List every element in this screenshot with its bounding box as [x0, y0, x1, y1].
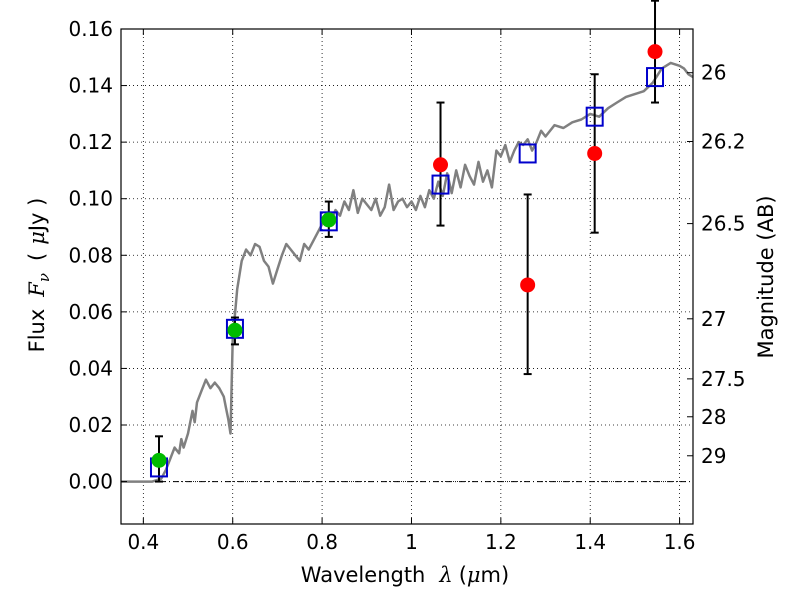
model-flux-box [646, 67, 665, 88]
model-flux-box [518, 143, 537, 164]
axis-ticks: 0.4 0.6 0.8 1 1.2 1.4 1.6 0.00 0.02 0.04 0.06 0.08 0… [68, 17, 745, 554]
model-flux-box [585, 106, 604, 127]
y2-axis-label: Magnitude (AB) [754, 195, 778, 358]
x-tick-label: 1.2 [485, 530, 517, 554]
y-tick-label: 0.00 [68, 470, 113, 494]
x-tick-label: 0.8 [306, 530, 338, 554]
y-tick-label: 0.02 [68, 413, 113, 437]
y-tick-label: 0.12 [68, 130, 113, 154]
observed-flux-markers [151, 44, 663, 468]
upper-limit-point [647, 44, 663, 60]
plot-frame [120, 28, 694, 525]
y2-tick-label: 29 [701, 444, 726, 468]
x-tick-label: 1 [405, 530, 418, 554]
detection-point [227, 322, 243, 338]
detection-point [151, 452, 167, 468]
upper-limit-point [520, 277, 536, 293]
upper-limit-point [433, 157, 449, 173]
x-tick-label: 1.6 [664, 530, 696, 554]
grid-lines [121, 28, 693, 524]
model-flux-box [319, 211, 338, 232]
y-tick-label: 0.16 [68, 17, 113, 41]
y2-tick-label: 27 [701, 307, 726, 331]
model-sed-line [121, 61, 694, 483]
x-tick-label: 0.4 [127, 530, 159, 554]
y-axis-label: FluxFν(μJy ) [25, 198, 53, 353]
y2-tick-label: 26 [701, 61, 726, 85]
x-tick-label: 1.4 [574, 530, 606, 554]
y-tick-label: 0.08 [68, 243, 113, 267]
detection-point [321, 212, 337, 228]
y-tick-label: 0.10 [68, 187, 113, 211]
y2-tick-label: 26.5 [701, 212, 746, 236]
y-tick-label: 0.06 [68, 300, 113, 324]
model-flux-markers [149, 67, 665, 478]
upper-limit-point [587, 145, 603, 161]
y-tick-label: 0.14 [68, 74, 113, 98]
y2-tick-label: 27.5 [701, 367, 746, 391]
y2-tick-label: 26.2 [701, 130, 746, 154]
y2-tick-label: 28 [701, 405, 726, 429]
y-tick-label: 0.04 [68, 356, 113, 380]
x-tick-label: 0.6 [217, 530, 249, 554]
x-axis-label: Wavelength λ (μm) [301, 563, 509, 587]
model-flux-box [225, 318, 244, 339]
model-flux-box [431, 174, 450, 195]
